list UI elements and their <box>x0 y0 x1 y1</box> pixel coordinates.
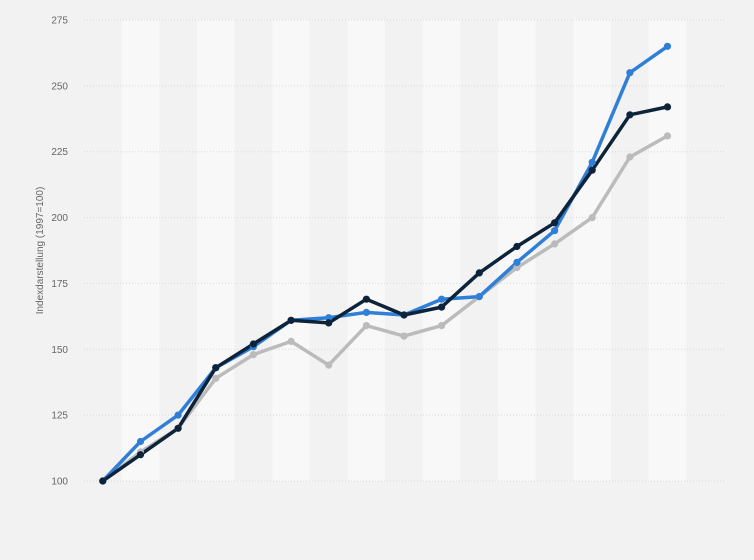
data-point <box>513 258 521 266</box>
data-point <box>287 337 295 345</box>
plot-band <box>309 20 348 481</box>
data-point <box>626 153 634 161</box>
data-point <box>400 311 408 319</box>
data-point <box>438 303 446 311</box>
plot-band <box>159 20 197 481</box>
data-point <box>663 103 672 111</box>
data-point <box>212 374 220 382</box>
series-line <box>101 134 670 483</box>
data-point <box>663 42 672 50</box>
series-line <box>101 105 670 483</box>
data-point <box>513 264 521 272</box>
data-point <box>287 316 295 324</box>
data-point <box>626 111 634 119</box>
data-point <box>99 477 107 485</box>
data-point <box>362 295 370 303</box>
plot-band <box>422 20 461 481</box>
plot-band <box>234 20 273 481</box>
plot-band <box>573 20 612 481</box>
data-point <box>626 69 634 77</box>
data-point <box>325 361 333 369</box>
data-point <box>438 295 446 303</box>
data-point <box>325 319 333 327</box>
y-tick-label: 275 <box>51 16 68 27</box>
data-point <box>400 332 408 340</box>
data-point <box>362 308 370 316</box>
data-point <box>325 314 333 322</box>
data-point <box>174 424 182 432</box>
plot-band <box>385 20 423 481</box>
data-point <box>663 132 672 140</box>
y-tick-label: 250 <box>51 81 68 92</box>
data-point <box>588 214 596 222</box>
series-points <box>99 42 672 485</box>
y-tick-label: 125 <box>51 411 68 422</box>
data-point <box>249 351 257 359</box>
y-tick-label: 150 <box>51 345 68 356</box>
data-point <box>362 322 370 330</box>
plot-band <box>347 20 386 481</box>
data-point <box>249 340 257 348</box>
plot-band <box>272 20 310 481</box>
y-tick-label: 225 <box>51 147 68 158</box>
data-point <box>588 166 596 174</box>
y-tick-label: 100 <box>51 477 68 488</box>
data-point <box>174 411 182 419</box>
plot-band <box>648 20 687 481</box>
data-point <box>136 437 145 446</box>
plot-band <box>84 20 122 481</box>
data-point <box>475 269 483 277</box>
data-point <box>438 322 446 330</box>
data-point <box>475 293 483 301</box>
data-point <box>551 219 559 227</box>
data-point <box>513 242 521 251</box>
plot-band <box>611 20 649 481</box>
y-axis-ticks: 100 125 150 175 200 225 250 275 <box>51 16 68 488</box>
plot-band <box>686 20 724 481</box>
series-lines <box>101 44 670 483</box>
data-point <box>551 227 559 235</box>
data-point <box>551 240 559 248</box>
y-tick-label: 200 <box>51 213 68 224</box>
y-tick-label: 175 <box>51 279 68 290</box>
plot-band <box>196 20 235 481</box>
plot-bands <box>84 20 724 481</box>
plot-band <box>121 20 160 481</box>
y-axis-title: Indexdarstellung (1997=100) <box>35 187 46 315</box>
data-point <box>136 451 145 459</box>
data-point <box>588 158 596 166</box>
plot-band <box>460 20 499 481</box>
data-point <box>212 364 220 372</box>
